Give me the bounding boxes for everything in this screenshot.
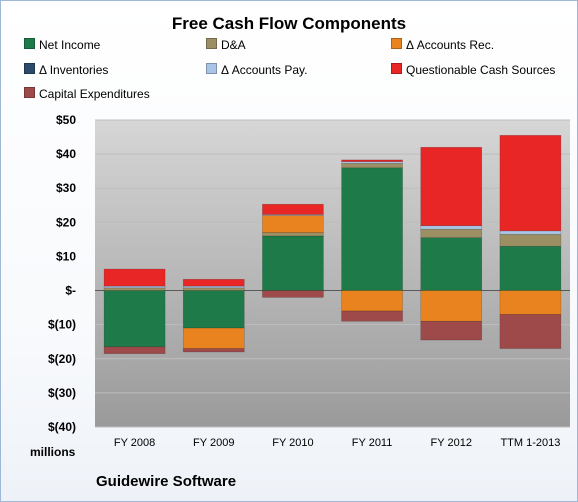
y-tick-label: $(30) — [48, 386, 76, 400]
y-tick-label: $50 — [56, 113, 76, 127]
bar-segment — [262, 215, 324, 233]
bar-segment — [182, 348, 245, 353]
chart-title: Free Cash Flow Components — [171, 14, 407, 33]
x-tick-label: FY 2009 — [193, 437, 234, 449]
plot-background — [95, 120, 570, 427]
bar-segment — [499, 314, 562, 349]
legend-swatch — [206, 63, 217, 74]
legend-swatch — [391, 38, 402, 49]
legend-item-d-and-a: D&A — [206, 38, 246, 52]
bar-segment — [499, 135, 562, 232]
bar-segment — [499, 290, 562, 315]
bar-segment — [499, 230, 562, 235]
x-tick-label: TTM 1-2013 — [500, 437, 560, 449]
y-tick-label: $- — [65, 284, 76, 298]
legend-item-accounts-pay: Δ Accounts Pay. — [206, 63, 308, 77]
bar-segment — [103, 268, 166, 287]
bar-segment — [103, 287, 166, 291]
bar-segment — [262, 290, 324, 298]
legend-item-inventories: Δ Inventories — [24, 63, 108, 77]
legend-label: Questionable Cash Sources — [406, 63, 556, 77]
y-tick-label: $(10) — [48, 318, 76, 332]
y-axis-unit-label: millions — [30, 445, 76, 459]
bar-segment — [182, 290, 245, 329]
legend-label: Δ Inventories — [39, 63, 109, 77]
bar-segment — [182, 278, 245, 287]
bar-segment — [499, 233, 562, 247]
bar-segment — [341, 167, 403, 291]
bar-segment — [103, 346, 166, 354]
x-tick-label: FY 2010 — [272, 437, 313, 449]
legend-item-questionable-cash: Questionable Cash Sources — [391, 63, 555, 77]
bar-segment — [182, 327, 245, 349]
bar-segment — [499, 245, 562, 291]
bar-segment — [103, 290, 166, 348]
bar-segment — [420, 290, 483, 322]
legend-item-accounts-rec: Δ Accounts Rec. — [391, 38, 494, 52]
y-tick-label: $20 — [56, 215, 76, 229]
bar-segment — [341, 163, 403, 169]
legend-label: Δ Accounts Rec. — [406, 38, 495, 52]
bar-segment — [262, 203, 324, 215]
bar-segment — [341, 310, 403, 322]
x-tick-label: FY 2012 — [431, 437, 472, 449]
bar-segment — [262, 235, 324, 291]
legend-swatch — [206, 38, 217, 49]
y-tick-label: $30 — [56, 181, 76, 195]
legend-label: Δ Accounts Pay. — [221, 63, 308, 77]
legend-label: D&A — [221, 38, 246, 52]
legend-swatch — [24, 38, 35, 49]
x-tick-label: FY 2011 — [352, 437, 393, 449]
bar-segment — [182, 287, 245, 291]
bar-segment — [103, 285, 166, 289]
y-tick-label: $40 — [56, 147, 76, 161]
bar-segment — [420, 320, 483, 341]
bar-segment — [341, 159, 403, 162]
bar-segment — [420, 228, 483, 238]
legend-swatch — [24, 63, 35, 74]
legend-label: Capital Expenditures — [39, 87, 150, 101]
legend-label: Net Income — [39, 38, 101, 52]
y-tick-label: $10 — [56, 249, 76, 263]
x-tick-label: FY 2008 — [114, 437, 155, 449]
bar-segment — [262, 232, 324, 237]
bar-segment — [420, 237, 483, 291]
bar-segment — [420, 146, 483, 227]
bar-segment — [420, 225, 483, 230]
legend-item-capex: Capital Expenditures — [24, 87, 150, 101]
y-tick-label: $(40) — [48, 420, 76, 434]
legend-swatch — [391, 63, 402, 74]
chart-subtitle: Guidewire Software — [96, 473, 237, 490]
y-tick-label: $(20) — [48, 352, 76, 366]
bar-segment — [341, 290, 403, 312]
legend-item-net-income: Net Income — [24, 38, 100, 52]
legend-swatch — [24, 87, 35, 98]
